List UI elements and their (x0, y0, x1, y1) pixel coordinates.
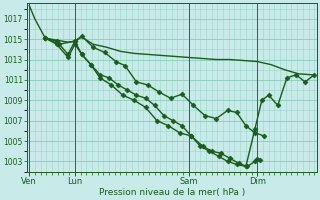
X-axis label: Pression niveau de la mer( hPa ): Pression niveau de la mer( hPa ) (99, 188, 245, 197)
